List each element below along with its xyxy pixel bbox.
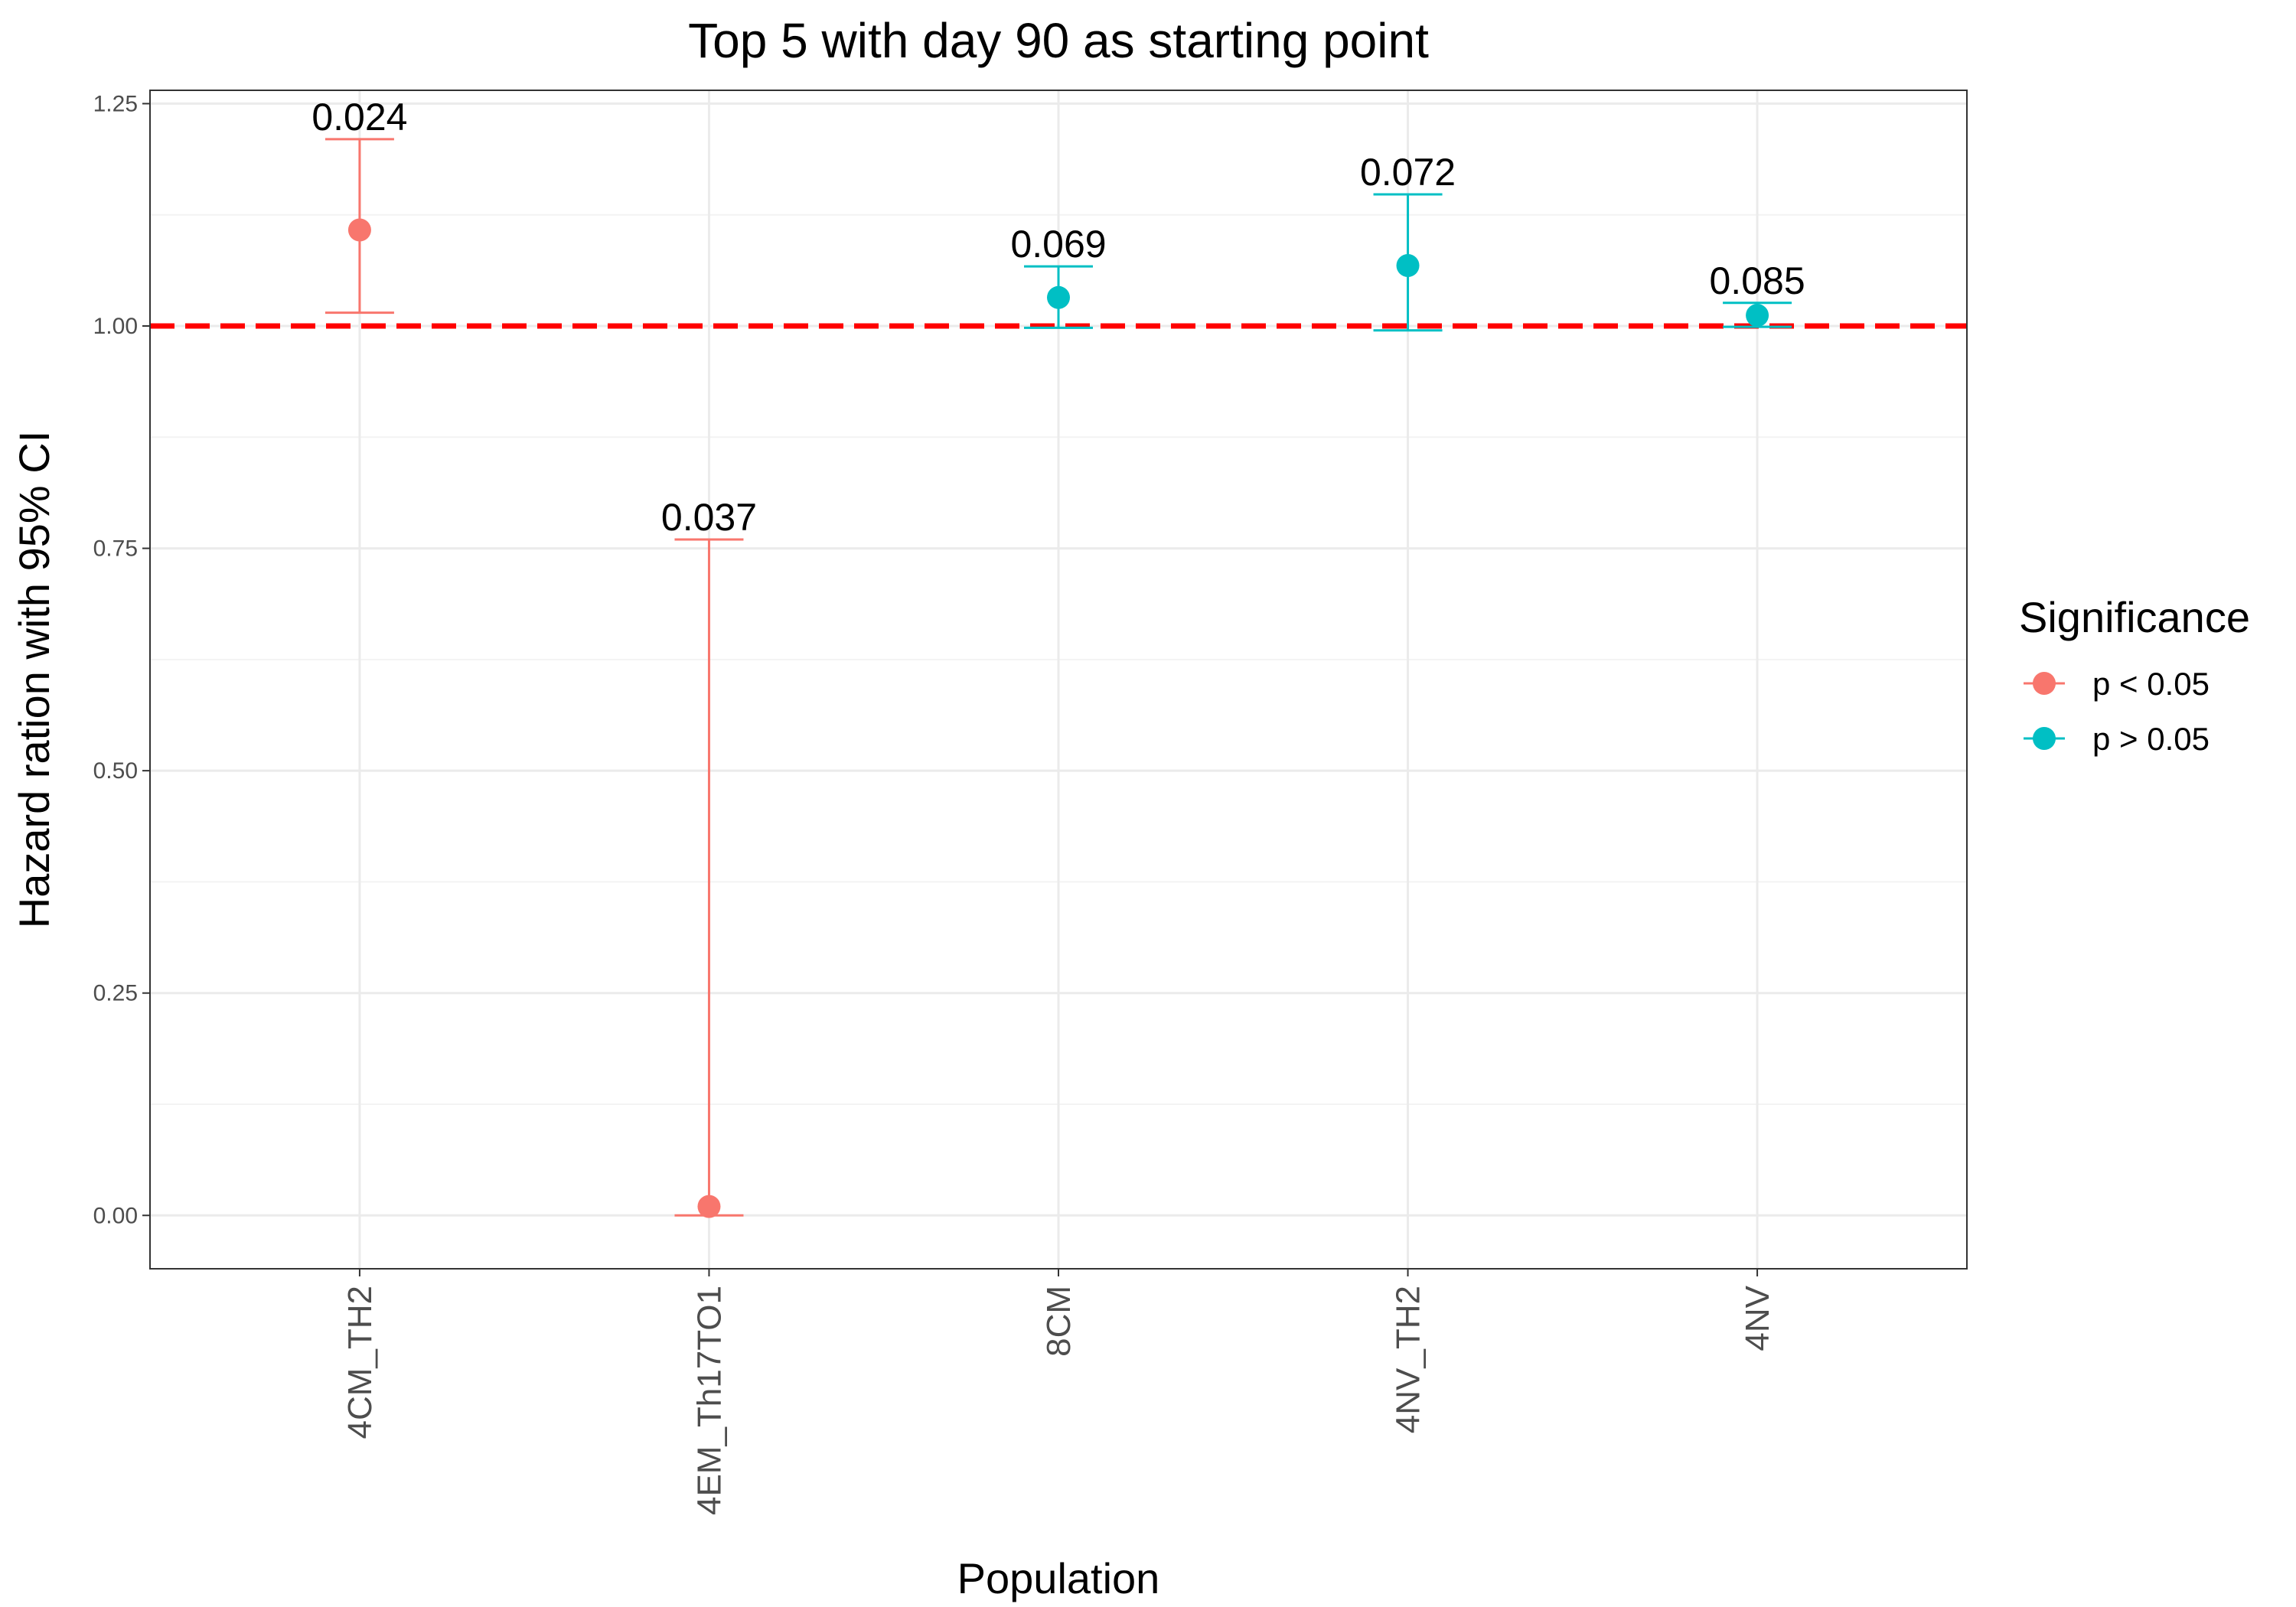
data-point: [1047, 285, 1070, 309]
y-tick-label: 1.00: [93, 314, 138, 339]
y-axis-title: Hazard ration with 95% CI: [10, 431, 58, 929]
x-tick-label: 4CM_TH2: [341, 1286, 379, 1439]
legend: Significance p < 0.05 p > 0.05: [2019, 593, 2250, 757]
x-tick-label: 8CM: [1040, 1286, 1078, 1357]
p-value-label: 0.024: [311, 96, 407, 139]
p-value-label: 0.085: [1710, 259, 1805, 302]
legend-entry: p > 0.05: [2024, 721, 2210, 757]
x-axis-title: Population: [957, 1554, 1160, 1602]
p-value-label: 0.069: [1010, 223, 1106, 266]
legend-key-point: [2033, 672, 2056, 695]
legend-title: Significance: [2019, 593, 2250, 641]
chart-title: Top 5 with day 90 as starting point: [688, 13, 1429, 68]
data-point: [1746, 304, 1769, 328]
data-points: [347, 218, 1769, 1218]
data-point: [1396, 253, 1420, 277]
legend-entry: p < 0.05: [2024, 666, 2210, 702]
x-tick-label: 4NV_TH2: [1390, 1286, 1427, 1433]
y-tick-label: 0.25: [93, 981, 138, 1006]
data-point: [347, 218, 371, 242]
y-axis-ticks: 0.00 0.25 0.50 0.75 1.00 1.25: [93, 91, 150, 1228]
p-value-labels: 0.024 0.037 0.069 0.072 0.085: [311, 96, 1805, 539]
legend-label: p > 0.05: [2092, 721, 2210, 757]
x-axis-ticks: 4CM_TH2 4EM_Th17TO1 8CM 4NV_TH2 4NV: [341, 1269, 1776, 1515]
legend-label: p < 0.05: [2092, 666, 2210, 702]
x-tick-label: 4EM_Th17TO1: [690, 1286, 728, 1515]
legend-key-point: [2033, 727, 2056, 750]
y-tick-label: 0.00: [93, 1203, 138, 1228]
y-tick-label: 1.25: [93, 91, 138, 116]
data-point: [697, 1195, 721, 1218]
y-tick-label: 0.75: [93, 536, 138, 562]
p-value-label: 0.072: [1360, 151, 1456, 194]
x-tick-label: 4NV: [1739, 1285, 1776, 1351]
p-value-label: 0.037: [661, 496, 757, 539]
y-tick-label: 0.50: [93, 758, 138, 784]
